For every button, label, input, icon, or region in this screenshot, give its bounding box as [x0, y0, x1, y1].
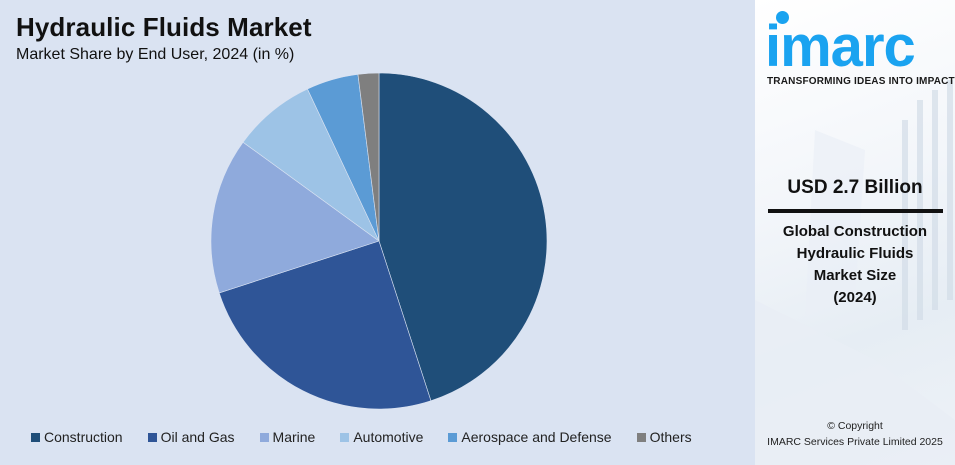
description-line: Hydraulic Fluids — [796, 245, 914, 262]
pie-slice-others — [357, 72, 380, 242]
legend-swatch — [448, 432, 458, 442]
market-value: USD 2.7 Billion — [787, 177, 923, 198]
logo-wordmark: imarc — [765, 14, 916, 79]
legend-item-aerospace-and-defense: Aerospace and Defense — [448, 429, 612, 445]
legend-label: Automotive — [353, 429, 424, 445]
legend-swatch — [31, 432, 40, 442]
info-sidebar: imarc TRANSFORMING IDEAS INTO IMPACT USD… — [755, 0, 955, 465]
legend-swatch — [147, 432, 157, 442]
copyright-line: IMARC Services Private Limited 2025 — [767, 436, 943, 448]
divider — [768, 209, 943, 213]
background-decoration — [755, 80, 955, 465]
pie-slice-marine — [210, 141, 380, 294]
copyright: © Copyright IMARC Services Private Limit… — [755, 418, 955, 450]
legend-label: Construction — [44, 429, 123, 445]
legend-label: Oil and Gas — [160, 429, 235, 445]
chart-legend: Construction Oil and Gas Marine Automoti… — [31, 429, 717, 445]
pie-slice-construction — [378, 72, 548, 402]
chart-panel: Hydraulic Fluids Market Market Share by … — [16, 12, 717, 445]
logo-dot-icon — [776, 11, 789, 24]
legend-label: Marine — [272, 429, 316, 445]
legend-label: Aerospace and Defense — [461, 429, 612, 445]
legend-item-construction: Construction — [31, 429, 123, 445]
pie-slice-oil-and-gas — [218, 240, 432, 410]
legend-swatch — [259, 432, 269, 442]
description-line: Global Construction — [782, 223, 928, 240]
description-line: Market Size — [813, 267, 897, 284]
market-description: Global Construction Hydraulic Fluids Mar… — [755, 221, 955, 309]
legend-item-oil-and-gas: Oil and Gas — [147, 429, 235, 445]
legend-swatch — [340, 432, 350, 442]
logo-tagline: TRANSFORMING IDEAS INTO IMPACT — [767, 76, 955, 87]
chart-subtitle: Market Share by End User, 2024 (in %) — [16, 46, 295, 63]
legend-label: Others — [649, 429, 692, 445]
description-line: (2024) — [833, 289, 877, 306]
legend-item-automotive: Automotive — [340, 429, 423, 445]
copyright-line: © Copyright — [827, 420, 883, 432]
chart-title: Hydraulic Fluids Market — [16, 12, 312, 42]
legend-item-others: Others — [636, 429, 692, 445]
legend-item-marine: Marine — [259, 429, 316, 445]
pie-chart — [210, 72, 548, 410]
legend-swatch — [636, 432, 646, 442]
